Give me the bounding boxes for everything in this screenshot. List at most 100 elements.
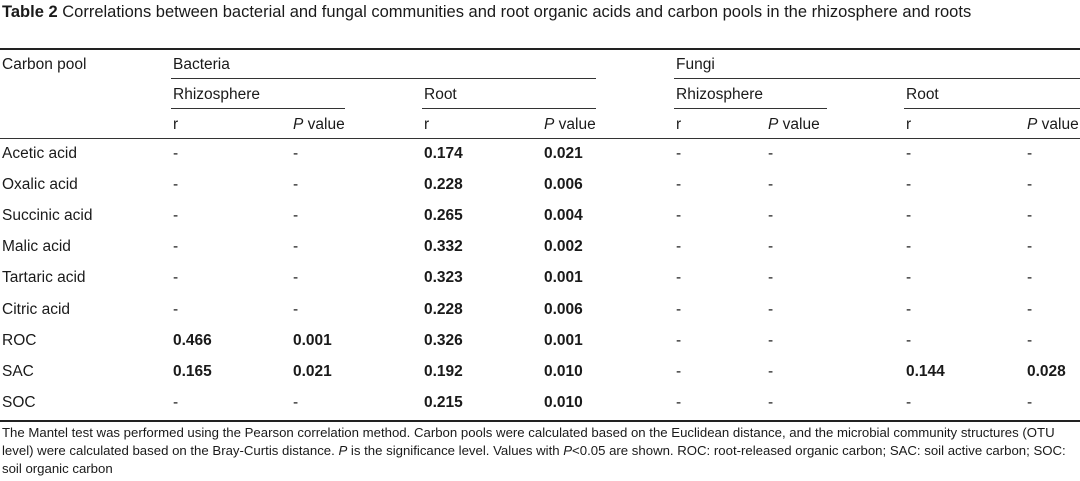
table-cell: - [906, 238, 912, 256]
table-cell: - [293, 300, 299, 318]
table-cell: 0.192 [424, 362, 463, 380]
table-cell: 0.004 [544, 207, 583, 225]
table-cell: - [676, 362, 682, 380]
table-cell: - [768, 269, 774, 287]
table-cell: - [906, 207, 912, 225]
row-label: Tartaric acid [2, 269, 86, 287]
header-p-value: P value [768, 116, 820, 133]
bottom-rule [0, 420, 1080, 422]
table-cell: 0.228 [424, 176, 463, 194]
top-rule [0, 48, 1080, 50]
row-label: Citric acid [2, 300, 71, 318]
table-cell: - [768, 300, 774, 318]
row-label: SAC [2, 362, 34, 380]
table-footnote: The Mantel test was performed using the … [2, 425, 1066, 476]
header-r: r [676, 116, 682, 133]
table-cell: 0.021 [293, 362, 332, 380]
table-cell: - [768, 176, 774, 194]
table-cell: - [173, 393, 179, 411]
table-cell: - [768, 238, 774, 256]
table-cell: 0.028 [1027, 362, 1066, 380]
table-cell: - [676, 300, 682, 318]
row-label: Oxalic acid [2, 176, 78, 194]
row-label: SOC [2, 393, 36, 411]
table-cell: - [173, 176, 179, 194]
header-r: r [906, 116, 912, 133]
header-p-value: P value [1027, 116, 1079, 133]
fungi-rule [674, 78, 1080, 79]
table-cell: - [768, 145, 774, 162]
bacteria-root-rule [422, 108, 596, 109]
table-cell: - [1027, 300, 1033, 318]
table-cell: 0.001 [544, 269, 583, 287]
table-cell: - [768, 331, 774, 349]
table-cell: - [173, 207, 179, 225]
table-cell: 0.002 [544, 238, 583, 256]
table-cell: - [1027, 145, 1033, 162]
table-cell: - [1027, 238, 1033, 256]
table-cell: 0.001 [293, 331, 332, 349]
table-cell: 0.006 [544, 300, 583, 318]
table-cell: 0.165 [173, 362, 212, 380]
bacteria-rule [171, 78, 596, 79]
table-cell: - [768, 207, 774, 225]
table-cell: - [293, 238, 299, 256]
table-cell: 0.001 [544, 331, 583, 349]
table-cell: - [173, 269, 179, 287]
header-r: r [424, 116, 430, 133]
table-cell: - [1027, 331, 1033, 349]
table-cell: - [676, 145, 682, 162]
table-cell: - [906, 300, 912, 318]
header-bottom-rule [0, 138, 1080, 139]
table-cell: - [676, 269, 682, 287]
table-cell: 0.326 [424, 331, 463, 349]
table-cell: - [906, 331, 912, 349]
table-cell: 0.323 [424, 269, 463, 287]
bacteria-rhizosphere-rule [171, 108, 345, 109]
row-label: ROC [2, 331, 37, 349]
table-cell: - [293, 393, 299, 411]
table-cell: 0.010 [544, 362, 583, 380]
header-r: r [173, 116, 179, 133]
table-cell: 0.466 [173, 331, 212, 349]
table-cell: - [768, 362, 774, 380]
table-cell: - [173, 238, 179, 256]
table-cell: 0.010 [544, 393, 583, 411]
header-fungi-rhizosphere: Rhizosphere [676, 86, 764, 103]
table-cell: - [906, 176, 912, 194]
header-p-value: P value [293, 116, 345, 133]
table-cell: 0.174 [424, 145, 463, 162]
table-cell: 0.215 [424, 393, 463, 411]
table-caption-text: Correlations between bacterial and funga… [62, 3, 972, 21]
fungi-root-rule [904, 108, 1080, 109]
table-cell: 0.144 [906, 362, 945, 380]
table-cell: - [293, 207, 299, 225]
table-cell: 0.332 [424, 238, 463, 256]
table-cell: - [676, 393, 682, 411]
table-cell: - [676, 207, 682, 225]
table-cell: - [1027, 269, 1033, 287]
table-cell: - [676, 238, 682, 256]
table-cell: 0.265 [424, 207, 463, 225]
header-bacteria: Bacteria [173, 56, 230, 73]
fungi-rhizosphere-rule [674, 108, 827, 109]
table-cell: - [1027, 393, 1033, 411]
table-cell: - [676, 176, 682, 194]
table-cell: 0.021 [544, 145, 583, 162]
table-cell: - [906, 145, 912, 162]
table-cell: - [293, 145, 299, 162]
table-cell: - [906, 269, 912, 287]
header-fungi-root: Root [906, 86, 939, 103]
header-p-value: P value [544, 116, 596, 133]
header-bacteria-root: Root [424, 86, 457, 103]
header-bacteria-rhizosphere: Rhizosphere [173, 86, 261, 103]
table-cell: - [293, 269, 299, 287]
row-label: Malic acid [2, 238, 71, 256]
table-cell: - [173, 300, 179, 318]
row-label: Acetic acid [2, 145, 77, 162]
row-label: Succinic acid [2, 207, 93, 225]
table-cell: - [173, 145, 179, 162]
header-fungi: Fungi [676, 56, 715, 73]
table-cell: - [676, 331, 682, 349]
table-cell: - [768, 393, 774, 411]
